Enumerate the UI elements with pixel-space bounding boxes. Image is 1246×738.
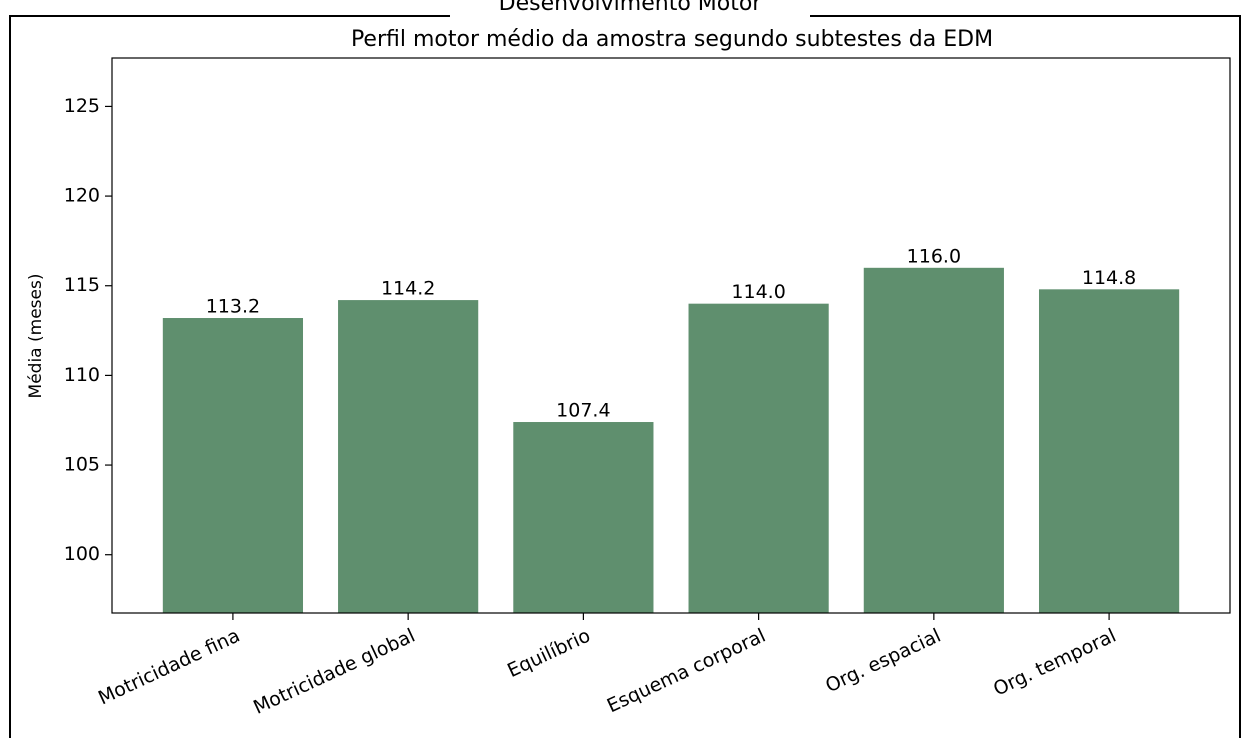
value-label: 113.2 <box>206 296 260 318</box>
y-tick-label: 100 <box>64 543 100 565</box>
y-tick-label: 120 <box>64 185 100 207</box>
bar <box>688 303 829 613</box>
bar <box>162 318 304 613</box>
value-label: 114.0 <box>731 281 785 303</box>
bar <box>513 422 654 613</box>
value-label: 114.8 <box>1082 267 1136 289</box>
value-label: 107.4 <box>556 400 610 422</box>
chart-title: Perfil motor médio da amostra segundo su… <box>351 27 993 52</box>
x-tick-label: Org. temporal <box>990 625 1120 701</box>
window-title-bg <box>450 0 810 18</box>
bar <box>338 300 479 613</box>
y-tick-label: 115 <box>64 274 100 296</box>
bar <box>863 267 1004 613</box>
bar <box>1038 289 1180 613</box>
plot-frame <box>111 57 1231 614</box>
x-tick-label: Motricidade global <box>250 625 419 719</box>
y-tick-label: 110 <box>64 364 100 386</box>
value-label: 116.0 <box>907 245 961 267</box>
value-label: 114.2 <box>381 278 435 300</box>
y-tick-label: 105 <box>64 454 100 476</box>
x-tick-label: Esquema corporal <box>604 625 769 718</box>
x-tick-label: Motricidade fina <box>95 625 243 710</box>
window-title: Desenvolvimento Motor <box>499 0 763 16</box>
y-axis-label: Média (meses) <box>26 274 46 399</box>
x-tick-label: Org. espacial <box>822 625 944 698</box>
y-tick-label: 125 <box>64 95 100 117</box>
x-tick-label: Equilíbrio <box>504 625 594 682</box>
